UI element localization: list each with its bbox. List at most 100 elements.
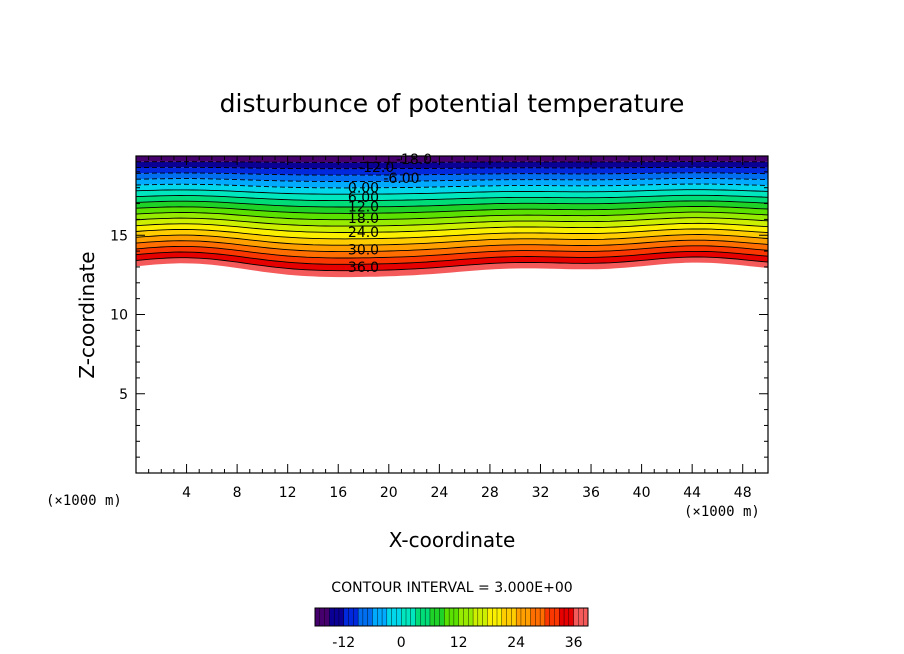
colorbar-cell [573, 607, 579, 627]
x-tick-label: 48 [734, 485, 752, 501]
colorbar-cell [405, 607, 412, 627]
x-tick-label: 28 [481, 485, 499, 501]
colorbar-tick-labels: -12 0 12 24 36 [332, 635, 582, 651]
colorbar-cell [501, 607, 508, 627]
colorbar-cell [477, 607, 484, 627]
y-axis-title: Z-coordinate [75, 251, 99, 378]
y-tick-label: 15 [110, 228, 128, 244]
colorbar-cell [530, 607, 536, 627]
colorbar-cell [357, 607, 364, 627]
colorbar-cell [559, 607, 565, 627]
x-tick-label: 36 [582, 485, 600, 501]
x-tick-label: 4 [182, 485, 191, 501]
contour-line [136, 166, 768, 170]
contour-label: -18.0 [396, 152, 432, 168]
colorbar-cell [496, 607, 503, 627]
x-tick-label: 12 [279, 485, 297, 501]
contour-interval-label: CONTOUR INTERVAL = 3.000E+00 [331, 580, 572, 596]
y-tick-label: 10 [110, 308, 128, 324]
x-unit-label: (×1000 m) [684, 504, 760, 520]
colorbar-cell [367, 607, 373, 627]
colorbar-cell [396, 607, 402, 627]
colorbar-cell [458, 607, 464, 627]
chart-title: disturbunce of potential temperature [220, 89, 685, 118]
colorbar-cell [482, 607, 488, 627]
contour-line [136, 217, 768, 227]
colorbar-cell [353, 607, 359, 627]
colorbar-tick-label: 24 [507, 635, 525, 651]
colorbar-cell [563, 607, 570, 627]
colorbar-cell [420, 607, 426, 627]
x-tick-label: 40 [633, 485, 651, 501]
contour-line [136, 239, 768, 253]
contour-label: 12.0 [348, 200, 379, 216]
contour-label: 6.00 [348, 190, 379, 206]
contour-line [136, 245, 768, 259]
colorbar-cell [472, 607, 479, 627]
colorbar-cell [439, 607, 445, 627]
colorbar-cell [362, 607, 369, 627]
y-tick-label: 5 [119, 387, 128, 403]
colorbar-tick-label: 0 [397, 635, 406, 651]
colorbar-cell [338, 607, 345, 627]
colorbar-cell [568, 607, 575, 627]
colorbar-cell [554, 607, 560, 627]
contour-line [136, 189, 768, 195]
temperature-field [136, 156, 768, 278]
contour-band [136, 161, 768, 169]
contour-label: 36.0 [348, 260, 379, 276]
x-tick-label: 8 [233, 485, 242, 501]
contour-line [136, 206, 768, 214]
contour-line [136, 256, 768, 272]
contour-line [136, 222, 768, 233]
x-tick-label: 20 [380, 485, 398, 501]
colorbar [314, 607, 589, 627]
contour-band [136, 257, 768, 278]
axis-ticks [136, 156, 768, 473]
colorbar-cell [329, 607, 335, 627]
contour-band [136, 228, 768, 246]
colorbar-frame [314, 607, 589, 627]
colorbar-tick-label: 12 [450, 635, 468, 651]
colorbar-cell [333, 607, 340, 627]
colorbar-cell [319, 607, 326, 627]
colorbar-tick-label: 36 [565, 635, 583, 651]
colorbar-cell [415, 607, 421, 627]
colorbar-cell [372, 607, 378, 627]
y-tick-labels: 5 10 15 [110, 228, 128, 403]
colorbar-cell [444, 607, 450, 627]
colorbar-tick-label: -12 [332, 635, 355, 651]
colorbar-cell [549, 607, 555, 627]
colorbar-cell [434, 607, 441, 627]
colorbar-cell [539, 607, 546, 627]
colorbar-cell [314, 607, 321, 627]
x-tick-label: 24 [430, 485, 448, 501]
contour-band [136, 234, 768, 252]
colorbar-cell [492, 607, 498, 627]
colorbar-cell [463, 607, 469, 627]
x-tick-label: 16 [329, 485, 347, 501]
colorbar-cell [381, 607, 388, 627]
x-tick-labels: 4 8 12 16 20 24 28 32 36 40 44 48 [182, 485, 752, 501]
x-axis-title: X-coordinate [389, 528, 516, 552]
contour-label: 24.0 [348, 225, 379, 241]
contour-band [136, 245, 768, 265]
contour-label: 30.0 [348, 243, 379, 259]
contour-band [136, 189, 768, 201]
colorbar-cell [506, 607, 512, 627]
colorbar-cell [401, 607, 407, 627]
contour-band [136, 184, 768, 195]
contour-label: 0.00 [348, 181, 379, 197]
colorbar-cell [377, 607, 383, 627]
colorbar-cell [324, 607, 330, 627]
contour-line [136, 183, 768, 189]
contour-label: -6.00 [383, 171, 419, 187]
contour-band [136, 200, 768, 214]
colorbar-cell [343, 607, 350, 627]
colorbar-cell [386, 607, 393, 627]
colorbar-cell [578, 607, 584, 627]
z-unit-label: (×1000 m) [46, 493, 122, 509]
contour-lines [136, 156, 768, 272]
colorbar-cell [429, 607, 436, 627]
